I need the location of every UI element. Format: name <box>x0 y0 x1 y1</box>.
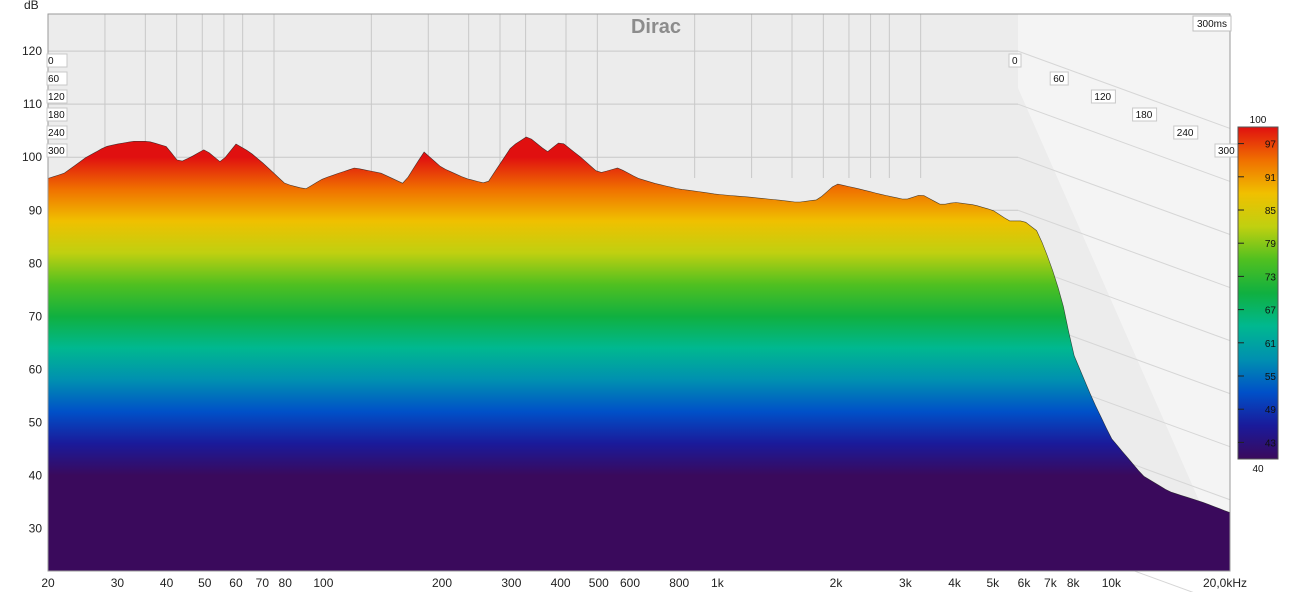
x-tick-label: 1k <box>711 576 725 590</box>
y-tick-label: 50 <box>29 415 43 429</box>
time-window-label: 300ms <box>1197 19 1227 30</box>
x-tick-label: 40 <box>160 576 174 590</box>
x-tick-label: 4k <box>948 576 962 590</box>
time-axis-ticks: 0 0 60 60 120 120 180 180 240 240 300 300 <box>46 53 1240 158</box>
x-axis-ticks: 20 30 40 50 60 70 80 100 200 300 400 500 600 800 1k 2k 3… <box>41 576 1122 590</box>
y-tick-label: 70 <box>29 309 43 323</box>
y-axis-ticks: 30 40 50 60 70 80 90 100 110 120 <box>22 44 42 535</box>
x-tick-label: 100 <box>313 576 333 590</box>
x-tick-label: 8k <box>1067 576 1081 590</box>
time-tick-left: 0 <box>48 56 54 67</box>
x-tick-label: 10k <box>1102 576 1122 590</box>
colorbar-tick-label: 85 <box>1265 206 1277 217</box>
y-unit-label: dB <box>24 0 39 12</box>
time-tick-left: 300 <box>48 146 65 157</box>
colorbar-tick-label: 61 <box>1265 339 1277 350</box>
x-tick-label: 7k <box>1044 576 1058 590</box>
colorbar-min-label: 40 <box>1252 464 1264 475</box>
colorbar: 100 40 97 91 85 79 73 67 61 55 49 43 <box>1237 115 1279 475</box>
chart-title: Dirac <box>631 16 681 38</box>
waterfall-surface <box>48 136 1230 571</box>
time-window-badge: 300ms <box>1192 15 1232 32</box>
time-tick-right: 180 <box>1136 110 1153 121</box>
y-tick-label: 100 <box>22 150 42 164</box>
x-tick-label: 20 <box>41 576 55 590</box>
colorbar-tick-label: 67 <box>1265 306 1277 317</box>
x-tick-label: 5k <box>986 576 1000 590</box>
colorbar-tick-label: 55 <box>1265 372 1277 383</box>
time-tick-right: 300 <box>1218 146 1235 157</box>
x-tick-label: 80 <box>279 576 293 590</box>
x-tick-label: 200 <box>432 576 452 590</box>
x-tick-label: 6k <box>1018 576 1032 590</box>
x-tick-label: 500 <box>589 576 609 590</box>
x-tick-label: 800 <box>669 576 689 590</box>
y-tick-label: 120 <box>22 44 42 58</box>
time-tick-left: 60 <box>48 74 60 85</box>
time-tick-left: 240 <box>48 128 65 139</box>
time-tick-right: 0 <box>1012 56 1018 67</box>
y-tick-label: 90 <box>29 203 43 217</box>
colorbar-tick-label: 73 <box>1265 272 1277 283</box>
y-tick-label: 40 <box>29 469 43 483</box>
time-tick-left: 180 <box>48 110 65 121</box>
time-tick-right: 60 <box>1053 74 1065 85</box>
x-tick-label: 2k <box>830 576 844 590</box>
time-tick-right: 120 <box>1094 92 1111 103</box>
y-tick-label: 110 <box>23 97 42 111</box>
colorbar-tick-label: 49 <box>1265 405 1277 416</box>
x-tick-label: 300 <box>501 576 521 590</box>
colorbar-max-label: 100 <box>1250 115 1267 126</box>
colorbar-tick-label: 43 <box>1265 438 1277 449</box>
x-tick-label: 600 <box>620 576 640 590</box>
x-tick-label: 30 <box>111 576 125 590</box>
colorbar-tick-label: 91 <box>1265 173 1277 184</box>
x-tick-label: 70 <box>256 576 270 590</box>
x-tick-label: 3k <box>899 576 913 590</box>
waterfall-slice <box>48 136 1230 571</box>
colorbar-tick-label: 97 <box>1265 140 1277 151</box>
time-tick-left: 120 <box>48 92 65 103</box>
y-tick-label: 80 <box>29 256 43 270</box>
y-tick-label: 60 <box>29 362 43 376</box>
time-tick-right: 240 <box>1177 128 1194 139</box>
x-tick-label: 50 <box>198 576 212 590</box>
x-tick-label: 400 <box>551 576 571 590</box>
x-tick-label: 60 <box>229 576 243 590</box>
y-tick-label: 30 <box>29 522 43 536</box>
colorbar-tick-label: 79 <box>1265 239 1277 250</box>
x-unit-label: 20,0kHz <box>1203 576 1247 590</box>
